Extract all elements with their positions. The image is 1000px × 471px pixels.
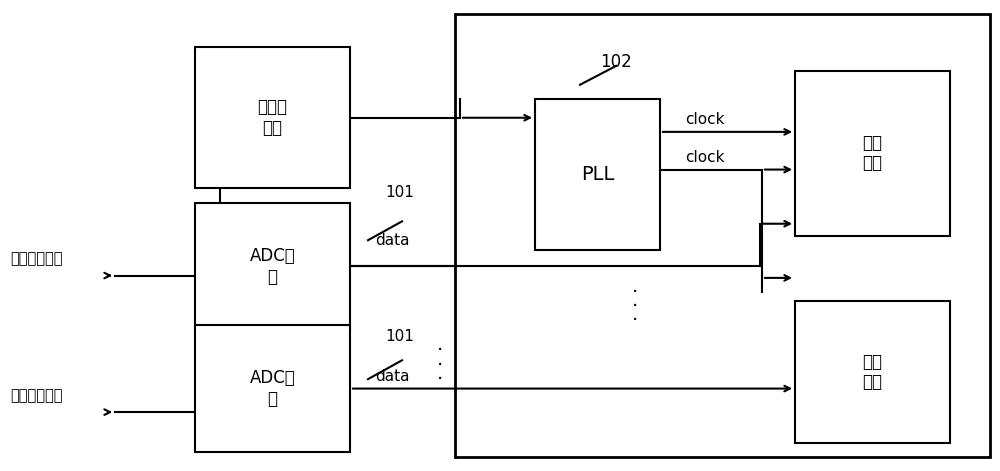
Text: ·: ·	[632, 311, 638, 330]
Text: 模拟信号输入: 模拟信号输入	[10, 251, 62, 266]
Bar	[795, 301, 950, 443]
Text: data: data	[375, 233, 410, 248]
Text: ·: ·	[437, 341, 443, 360]
Text: ADC芯
片: ADC芯 片	[250, 247, 295, 285]
Text: 102: 102	[600, 53, 632, 71]
Text: 串并
转换: 串并 转换	[862, 353, 883, 391]
Text: data: data	[375, 369, 410, 384]
Text: ·: ·	[437, 356, 443, 374]
Bar	[195, 325, 350, 452]
Text: 系统时
钟源: 系统时 钟源	[258, 98, 288, 137]
Text: 串并
转换: 串并 转换	[862, 134, 883, 172]
Text: clock: clock	[685, 112, 724, 127]
Bar	[535, 99, 660, 250]
Text: 模拟信号输入: 模拟信号输入	[10, 388, 62, 403]
Bar	[795, 71, 950, 236]
Text: PLL: PLL	[581, 165, 614, 184]
Text: clock: clock	[685, 150, 724, 165]
Text: 101: 101	[385, 185, 414, 200]
Bar	[195, 47, 350, 188]
Text: ADC芯
片: ADC芯 片	[250, 369, 295, 408]
Bar	[195, 203, 350, 330]
Text: ·: ·	[632, 283, 638, 301]
Text: ·: ·	[437, 370, 443, 389]
Bar	[455, 14, 990, 457]
Text: 101: 101	[385, 329, 414, 344]
Text: ·: ·	[632, 297, 638, 316]
